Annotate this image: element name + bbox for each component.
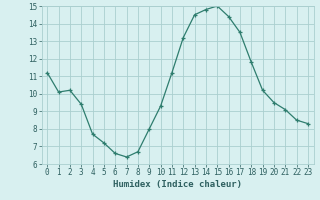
X-axis label: Humidex (Indice chaleur): Humidex (Indice chaleur) xyxy=(113,180,242,189)
